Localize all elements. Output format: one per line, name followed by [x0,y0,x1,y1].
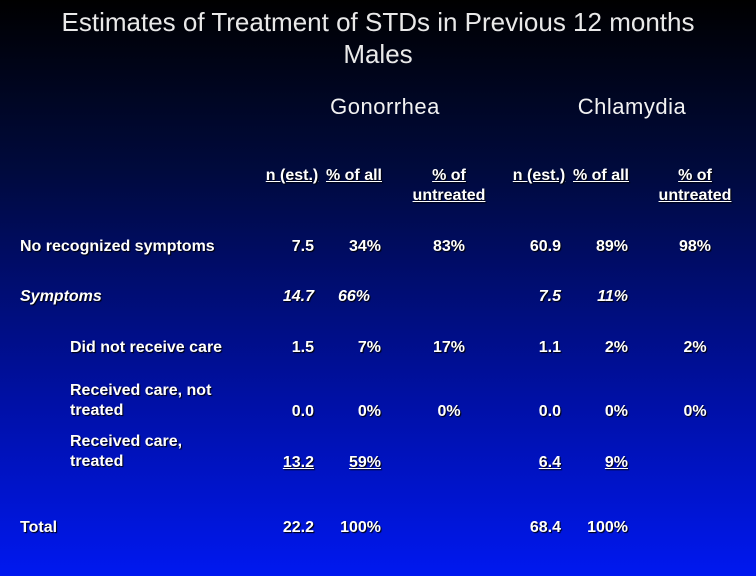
cell-chlamydia-pct-untreated: 2% [683,339,707,356]
cell-gonorrhea-n: 7.5 [291,238,314,255]
cell-chlamydia-pct-all: 0% [604,403,628,420]
column-header-gonorrhea-pct-all: % of all [325,167,382,184]
cell-gonorrhea-pct-untreated: 83% [432,238,466,255]
column-header-gonorrhea-pct-untreated: % of untreated [412,167,486,204]
row-label-received-care-not-treated: Received care, not treated [70,381,211,421]
group-header-gonorrhea: Gonorrhea [330,94,440,119]
cell-gonorrhea-pct-all: 0% [357,403,381,420]
cell-gonorrhea-pct-all: 66% [337,288,370,305]
row-label-line-1: Received care, not [70,382,212,399]
cell-gonorrhea-pct-all: 34% [348,238,381,255]
row-label-symptoms: Symptoms [20,288,102,305]
cell-chlamydia-pct-untreated: 0% [683,403,707,420]
row-label-line-2: treated [70,453,124,470]
cell-gonorrhea-n: 22.2 [282,519,314,536]
row-label-line-2: treated [70,402,124,419]
cell-gonorrhea-pct-all: 59% [348,454,381,471]
row-label-line-1: Received care, [70,433,183,450]
row-label-received-care-treated: Received care, treated [70,432,182,472]
row-label-no-symptoms: No recognized symptoms [20,238,215,255]
row-label-did-not-receive-care: Did not receive care [70,339,223,356]
cell-chlamydia-pct-all: 100% [587,519,628,536]
cell-chlamydia-n: 6.4 [538,454,561,471]
cell-gonorrhea-n: 14.7 [282,288,314,305]
group-header-chlamydia: Chlamydia [577,94,687,119]
cell-chlamydia-pct-all: 9% [604,454,628,471]
cell-chlamydia-pct-untreated: 98% [678,238,712,255]
cell-gonorrhea-pct-untreated: 17% [432,339,466,356]
title-line-1: Estimates of Treatment of STDs in Previo… [61,7,695,37]
cell-chlamydia-n: 1.1 [538,339,561,356]
cell-chlamydia-n: 0.0 [538,403,561,420]
slide-title: Estimates of Treatment of STDs in Previo… [0,6,756,70]
cell-gonorrhea-n: 0.0 [291,403,314,420]
cell-chlamydia-pct-all: 2% [604,339,628,356]
cell-gonorrhea-pct-all: 7% [357,339,381,356]
cell-gonorrhea-pct-untreated: 0% [437,403,461,420]
title-line-2: Males [343,39,413,69]
column-header-gonorrhea-n: n (est.) [265,167,319,184]
row-label-total: Total [20,519,58,536]
cell-chlamydia-pct-all: 11% [597,288,628,305]
cell-gonorrhea-pct-all: 100% [340,519,381,536]
cell-chlamydia-pct-all: 89% [595,238,628,255]
cell-gonorrhea-n: 1.5 [291,339,314,356]
column-header-chlamydia-pct-all: % of all [572,167,629,184]
cell-chlamydia-n: 60.9 [529,238,561,255]
cell-gonorrhea-n: 13.2 [282,454,314,471]
column-header-chlamydia-pct-untreated: % of untreated [658,167,732,204]
column-header-chlamydia-n: n (est.) [512,167,566,184]
cell-chlamydia-n: 7.5 [538,288,561,305]
cell-chlamydia-n: 68.4 [529,519,561,536]
